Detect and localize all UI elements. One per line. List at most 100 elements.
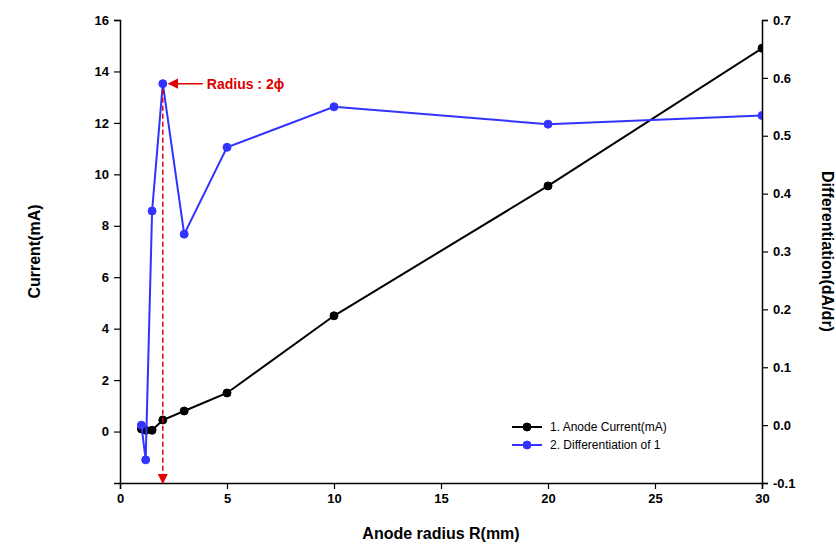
marker [148, 207, 156, 215]
tick-label: 25 [648, 491, 662, 506]
x-axis-title: Anode radius R(mm) [362, 525, 519, 542]
marker [148, 426, 156, 434]
tick: 6 [102, 270, 120, 285]
axis-line [114, 21, 121, 484]
marker [544, 182, 552, 190]
tick: 0 [102, 424, 120, 439]
tick-mark [114, 380, 120, 381]
tick: 14 [95, 64, 120, 79]
plot-area [137, 44, 762, 464]
tick: 16 [95, 13, 120, 28]
tick: 10 [95, 167, 120, 182]
tick-mark [114, 431, 120, 432]
axis-line [763, 21, 769, 484]
y-axis-title: Current(mA) [26, 204, 43, 298]
tick: 0.4 [762, 186, 792, 201]
tick-label: 2 [102, 373, 109, 388]
tick-label: 0 [102, 424, 109, 439]
tick-mark [227, 483, 228, 489]
tick-mark [114, 71, 120, 72]
tick: 0.3 [762, 244, 791, 259]
marker [758, 111, 762, 119]
tick-mark [762, 483, 768, 484]
tick: 0.5 [762, 128, 791, 143]
y2-axis: -0.1 0.0 0.1 0.2 0.3 0.4 0.5 0.6 0.7 [762, 13, 795, 491]
tick-mark [114, 226, 120, 227]
annotation: Radius : 2ϕ [163, 76, 284, 483]
tick-label: 0.5 [773, 128, 791, 143]
legend-label: 1. Anode Current(mA) [550, 420, 667, 434]
series-line [141, 48, 762, 430]
tick-mark [114, 174, 120, 175]
tick-label: 0.2 [773, 302, 791, 317]
tick-label: 10 [327, 491, 341, 506]
marker [544, 120, 552, 128]
tick: 25 [648, 483, 662, 506]
annotation-text: Radius : 2ϕ [207, 76, 284, 92]
tick-mark [441, 483, 442, 489]
tick-label: 6 [102, 270, 109, 285]
tick-mark [762, 136, 768, 137]
annotation-arrow [169, 83, 203, 85]
tick: 10 [327, 483, 341, 506]
marker [180, 230, 188, 238]
tick-label: 30 [755, 491, 769, 506]
legend-label: 2. Differentiation of 1 [550, 438, 661, 452]
y2-axis-title: Differentiation(dA/dr) [819, 171, 836, 332]
tick-label: 0.7 [773, 13, 791, 28]
y-axis: 0 2 4 6 8 10 12 14 16 [95, 13, 121, 484]
tick: -0.1 [762, 476, 795, 491]
series-line [141, 84, 762, 460]
marker [223, 389, 231, 397]
marker [137, 421, 145, 429]
legend-marker [523, 423, 531, 431]
marker [159, 80, 167, 88]
tick: 15 [434, 483, 448, 506]
tick-mark [548, 483, 549, 489]
annotation-dashed-arrow [162, 90, 164, 483]
tick-label: 15 [434, 491, 448, 506]
tick-mark [114, 123, 120, 124]
marker [758, 44, 762, 52]
tick-mark [762, 367, 768, 368]
axis-line [121, 484, 763, 490]
legend-marker [523, 441, 531, 449]
tick: 20 [541, 483, 555, 506]
marker [330, 312, 338, 320]
tick: 4 [102, 321, 120, 336]
tick-label: -0.1 [773, 476, 795, 491]
tick-mark [114, 277, 120, 278]
tick: 0.0 [762, 418, 791, 433]
tick-label: 0.6 [773, 71, 791, 86]
tick: 12 [95, 116, 120, 131]
tick-label: 4 [102, 321, 110, 336]
tick: 0.6 [762, 71, 791, 86]
tick-mark [762, 78, 768, 79]
tick-mark [655, 483, 656, 489]
tick: 0 [117, 483, 124, 506]
tick-label: 0.0 [773, 418, 791, 433]
marker [180, 407, 188, 415]
tick: 30 [755, 483, 769, 506]
tick-mark [762, 251, 768, 252]
tick-mark [762, 20, 768, 21]
tick-mark [762, 194, 768, 195]
tick-label: 16 [95, 13, 109, 28]
tick: 5 [224, 483, 231, 506]
marker [223, 143, 231, 151]
tick-label: 12 [95, 116, 109, 131]
tick-label: 20 [541, 491, 555, 506]
marker [330, 103, 338, 111]
tick-mark [762, 425, 768, 426]
legend: 1. Anode Current(mA) 2. Differentiation o… [512, 420, 667, 452]
tick-label: 14 [95, 64, 110, 79]
tick: 2 [102, 373, 120, 388]
tick-mark [114, 329, 120, 330]
tick-label: 0.4 [773, 186, 792, 201]
tick-label: 10 [95, 167, 109, 182]
tick-mark [334, 483, 335, 489]
chart: 0 5 10 15 20 25 30 0 2 4 6 8 10 12 14 16 -0.1 0.0 0.1 0.2 0.… [0, 0, 836, 553]
tick-label: 8 [102, 218, 109, 233]
tick-label: 0.1 [773, 360, 791, 375]
legend-entry: 2. Differentiation of 1 [512, 438, 661, 452]
